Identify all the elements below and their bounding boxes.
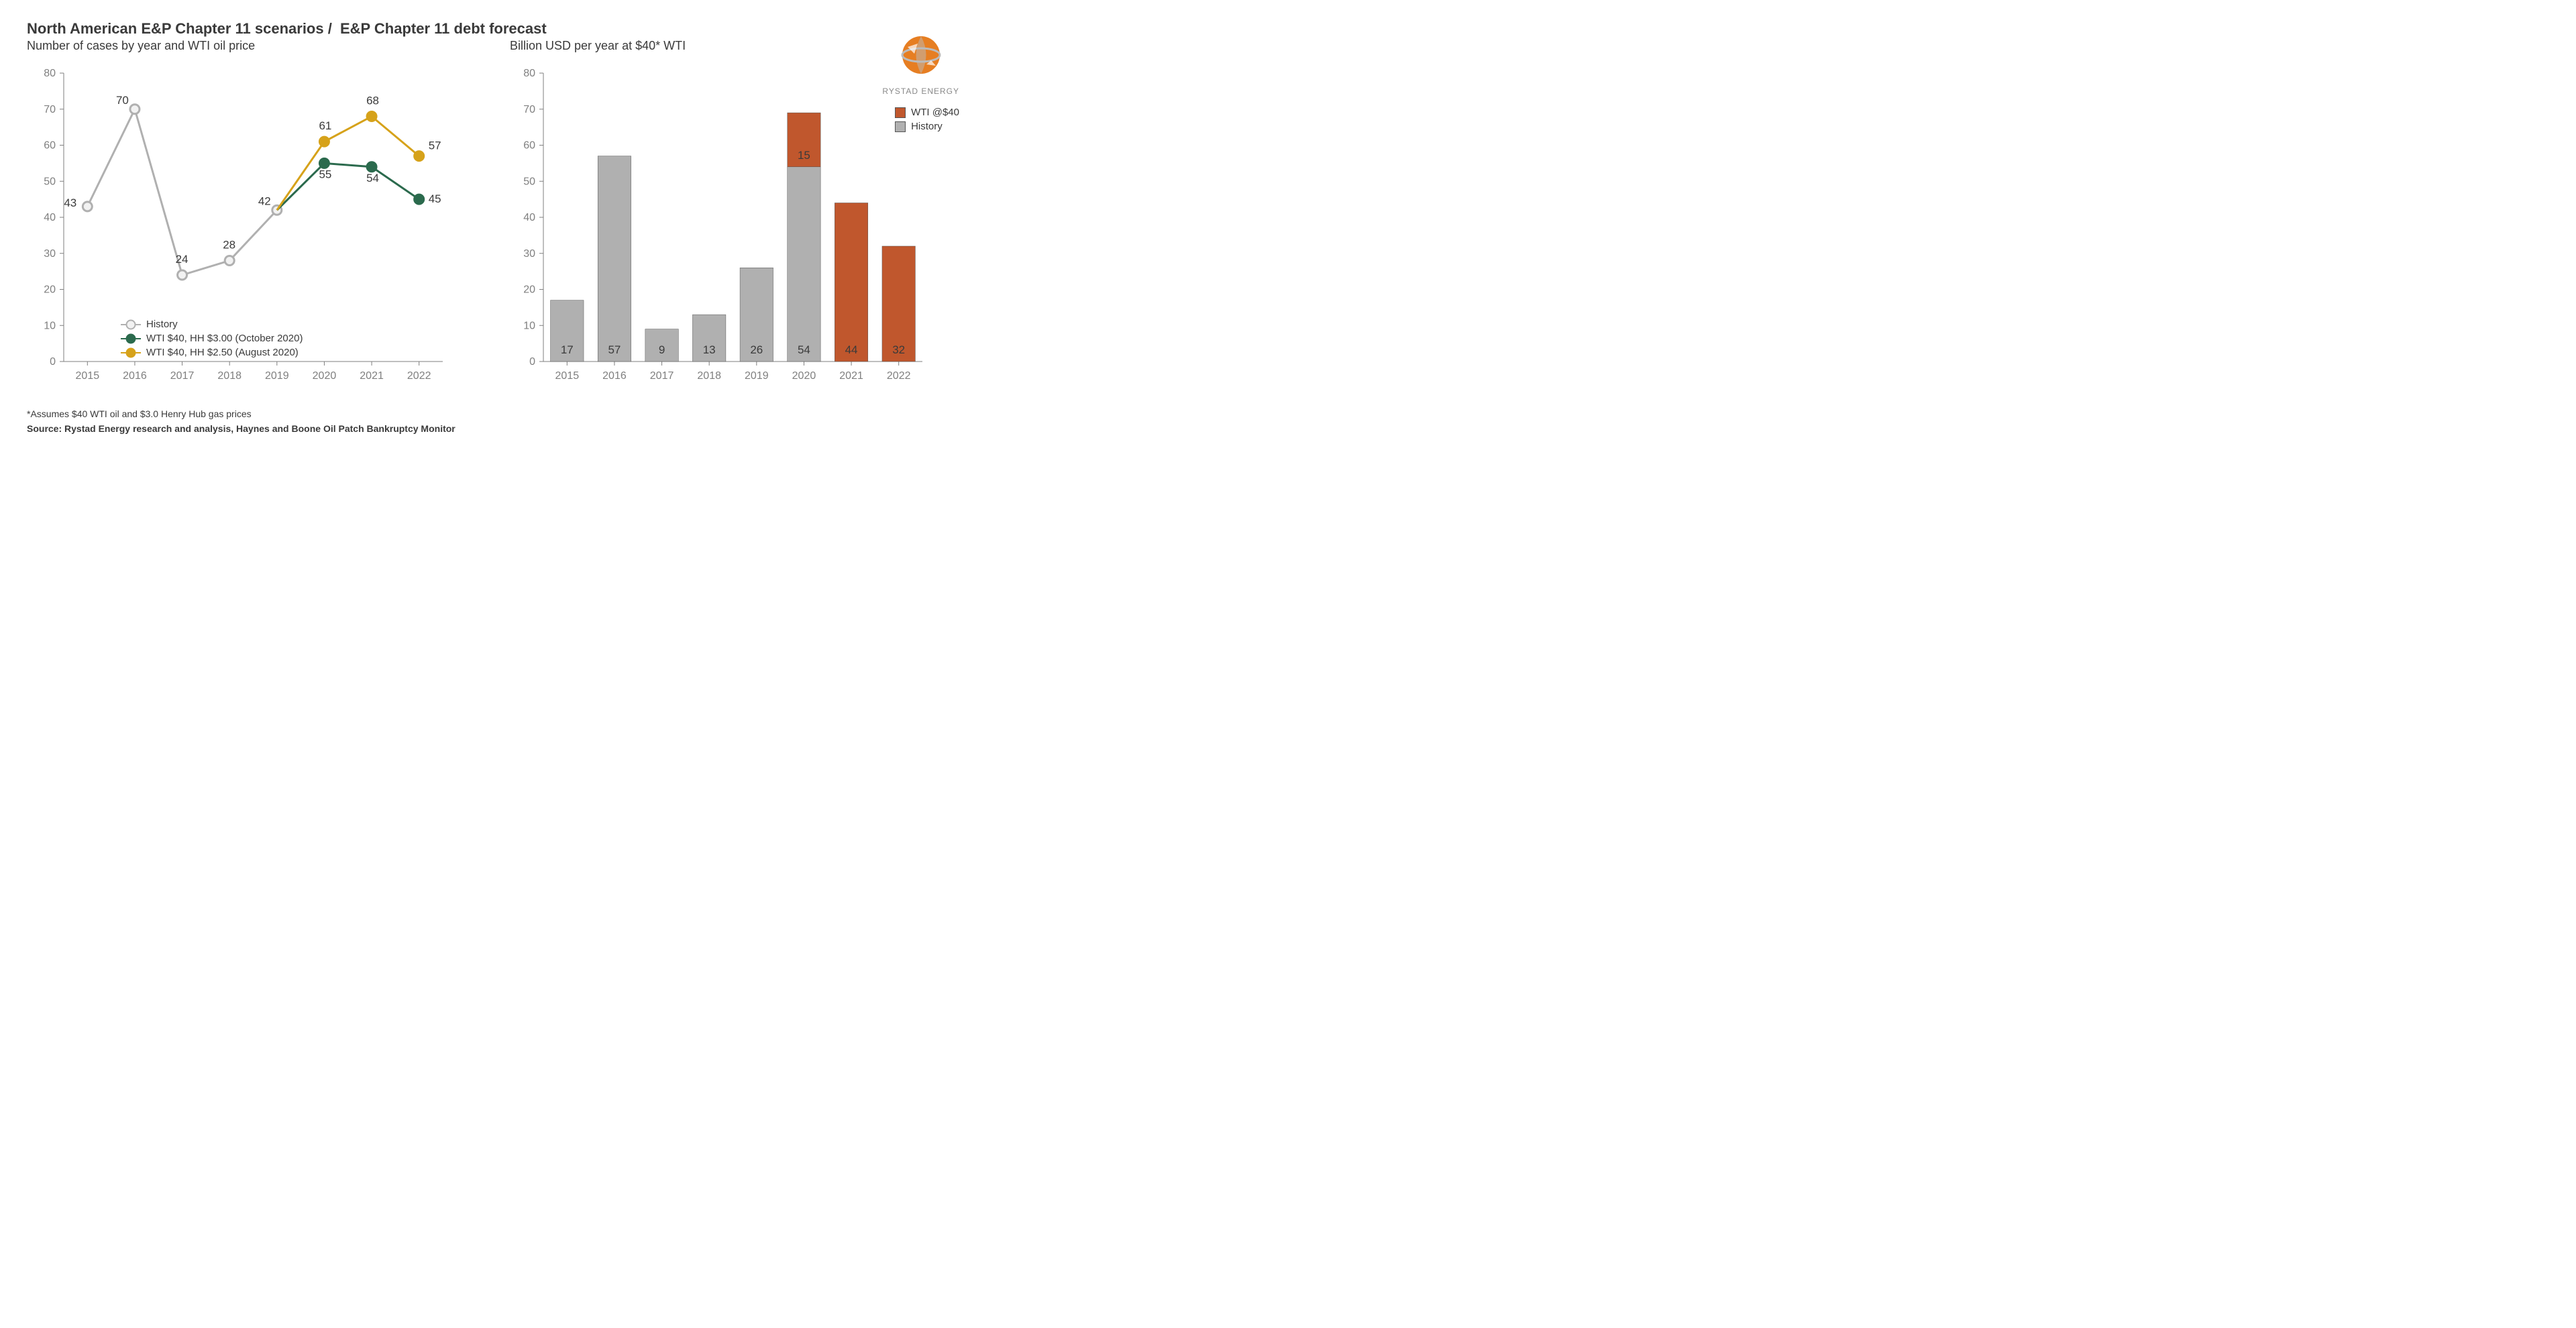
legend-label: WTI @$40: [911, 107, 959, 118]
svg-text:45: 45: [429, 192, 441, 205]
svg-text:50: 50: [523, 176, 535, 187]
svg-text:60: 60: [44, 140, 56, 152]
svg-text:70: 70: [116, 94, 129, 107]
source-line: Source: Rystad Energy research and analy…: [27, 423, 966, 434]
chart-title-right: E&P Chapter 11 debt forecast: [340, 20, 547, 37]
svg-text:17: 17: [561, 343, 574, 356]
svg-text:2017: 2017: [170, 370, 195, 382]
svg-text:2022: 2022: [887, 370, 911, 382]
svg-text:2015: 2015: [76, 370, 100, 382]
footnote: *Assumes $40 WTI oil and $3.0 Henry Hub …: [27, 408, 966, 419]
svg-text:44: 44: [845, 343, 858, 356]
legend-item: WTI $40, HH $2.50 (August 2020): [121, 347, 303, 358]
svg-text:57: 57: [608, 343, 621, 356]
legend-label: History: [911, 121, 943, 132]
svg-text:0: 0: [529, 356, 535, 368]
svg-text:2016: 2016: [602, 370, 627, 382]
svg-text:2017: 2017: [650, 370, 674, 382]
legend-label: WTI $40, HH $3.00 (October 2020): [146, 333, 303, 344]
legend-label: History: [146, 319, 178, 330]
svg-text:2015: 2015: [555, 370, 580, 382]
svg-text:40: 40: [523, 212, 535, 223]
line-chart-panel: 0 10 20 30 40 50 60 70 80 2015 2016 2017 2018 2019 202…: [27, 60, 486, 398]
svg-text:68: 68: [366, 95, 379, 107]
svg-text:2018: 2018: [697, 370, 721, 382]
svg-text:55: 55: [319, 168, 331, 180]
svg-text:2022: 2022: [407, 370, 431, 382]
svg-text:2021: 2021: [839, 370, 863, 382]
svg-text:30: 30: [44, 248, 56, 260]
svg-text:2020: 2020: [313, 370, 337, 382]
legend-item: WTI @$40: [895, 107, 959, 118]
svg-text:2019: 2019: [745, 370, 769, 382]
bar-chart: 0 10 20 30 40 50 60 70 80 2015 2016 2017 2018 2019 202…: [506, 60, 936, 395]
svg-text:28: 28: [223, 239, 235, 252]
svg-text:61: 61: [319, 119, 331, 132]
svg-text:30: 30: [523, 248, 535, 260]
svg-text:20: 20: [523, 284, 535, 296]
svg-text:2020: 2020: [792, 370, 816, 382]
bar-chart-legend: WTI @$40 History: [895, 107, 959, 135]
svg-text:60: 60: [523, 140, 535, 152]
svg-text:32: 32: [892, 343, 905, 356]
bar-chart-panel: 0 10 20 30 40 50 60 70 80 2015 2016 2017 2018 2019 202…: [506, 60, 966, 398]
svg-text:43: 43: [64, 197, 76, 209]
svg-text:40: 40: [44, 212, 56, 223]
svg-text:10: 10: [523, 320, 535, 331]
svg-text:10: 10: [44, 320, 56, 331]
svg-text:20: 20: [44, 284, 56, 296]
svg-text:2018: 2018: [217, 370, 241, 382]
chart-title-left: North American E&P Chapter 11 scenarios …: [27, 20, 332, 37]
svg-text:54: 54: [798, 343, 810, 356]
svg-text:2016: 2016: [123, 370, 147, 382]
svg-text:24: 24: [176, 253, 189, 266]
svg-text:15: 15: [798, 149, 810, 162]
svg-text:9: 9: [659, 343, 665, 356]
svg-text:57: 57: [429, 140, 441, 152]
legend-item: History: [121, 319, 303, 330]
svg-text:70: 70: [44, 104, 56, 115]
legend-item: History: [895, 121, 959, 132]
chart-subtitle-left: Number of cases by year and WTI oil pric…: [27, 39, 483, 53]
svg-text:2021: 2021: [360, 370, 384, 382]
legend-label: WTI $40, HH $2.50 (August 2020): [146, 347, 299, 358]
svg-text:54: 54: [366, 172, 379, 184]
legend-item: WTI $40, HH $3.00 (October 2020): [121, 333, 303, 344]
svg-text:80: 80: [44, 68, 56, 79]
svg-text:13: 13: [703, 343, 716, 356]
svg-text:50: 50: [44, 176, 56, 187]
svg-text:0: 0: [50, 356, 56, 368]
line-chart-legend: History WTI $40, HH $3.00 (October 2020) W…: [121, 316, 303, 358]
svg-text:70: 70: [523, 104, 535, 115]
svg-text:80: 80: [523, 68, 535, 79]
svg-text:42: 42: [258, 195, 271, 207]
svg-text:26: 26: [750, 343, 763, 356]
svg-text:2019: 2019: [265, 370, 289, 382]
